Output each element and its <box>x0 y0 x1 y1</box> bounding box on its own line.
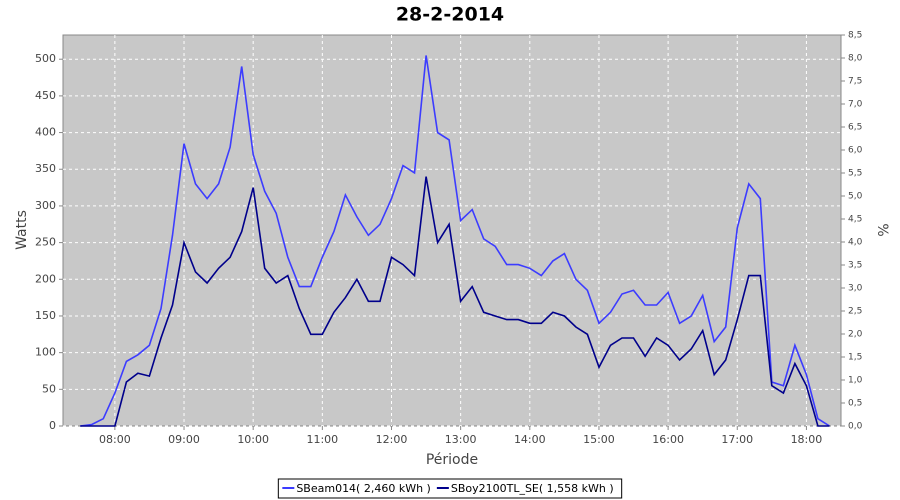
y-tick-label: 500 <box>35 52 56 65</box>
legend-label: SBoy2100TL_SE( 1,558 kWh ) <box>451 482 614 495</box>
y2-tick-label: 7,0 <box>848 100 863 110</box>
x-tick-label: 08:00 <box>99 433 131 446</box>
x-axis-label: Période <box>426 452 478 468</box>
y2-tick-label: 6,5 <box>848 123 862 133</box>
chart-title: 28-2-2014 <box>396 4 504 26</box>
y2-tick-label: 2,5 <box>848 307 862 317</box>
y2-tick-label: 0,0 <box>848 422 863 432</box>
x-tick-label: 14:00 <box>514 433 546 446</box>
x-tick-label: 15:00 <box>583 433 615 446</box>
y2-tick-label: 0,5 <box>848 399 862 409</box>
y2-tick-label: 4,0 <box>848 238 863 248</box>
y-tick-label: 100 <box>35 346 56 359</box>
y-tick-label: 350 <box>35 162 56 175</box>
x-tick-label: 09:00 <box>168 433 200 446</box>
legend: SBeam014( 2,460 kWh ) SBoy2100TL_SE( 1,55… <box>277 478 623 499</box>
y2-axis-label: % <box>874 223 890 236</box>
x-tick-label: 17:00 <box>721 433 753 446</box>
y2-tick-label: 6,0 <box>848 146 863 156</box>
y-tick-label: 300 <box>35 199 56 212</box>
series-line <box>80 176 830 427</box>
y2-tick-label: 5,0 <box>848 192 863 202</box>
y-tick-label: 0 <box>49 419 56 432</box>
x-tick-label: 10:00 <box>237 433 269 446</box>
y2-tick-label: 4,5 <box>848 215 862 225</box>
series-line <box>80 55 830 427</box>
x-tick-label: 18:00 <box>791 433 823 446</box>
y-tick-label: 250 <box>35 236 56 249</box>
y2-tick-label: 5,5 <box>848 169 862 179</box>
x-tick-label: 12:00 <box>376 433 408 446</box>
y2-tick-label: 7,5 <box>848 77 862 87</box>
y2-tick-label: 8,0 <box>848 54 863 64</box>
y-tick-label: 50 <box>42 382 56 395</box>
legend-label: SBeam014( 2,460 kWh ) <box>296 482 431 495</box>
y-axis-label: Watts <box>14 210 30 250</box>
x-tick-label: 11:00 <box>306 433 338 446</box>
y2-tick-label: 2,0 <box>848 330 863 340</box>
plot-area <box>62 34 842 427</box>
y-tick-label: 200 <box>35 272 56 285</box>
x-tick-label: 16:00 <box>652 433 684 446</box>
y2-tick-label: 1,5 <box>848 353 862 363</box>
y2-tick-label: 3,5 <box>848 261 862 271</box>
y2-tick-label: 1,0 <box>848 376 863 386</box>
y-tick-label: 450 <box>35 89 56 102</box>
x-tick-label: 13:00 <box>445 433 477 446</box>
y2-tick-label: 3,0 <box>848 284 863 294</box>
y2-tick-label: 8,5 <box>848 31 862 41</box>
legend-box <box>277 478 623 499</box>
y-tick-label: 400 <box>35 126 56 139</box>
y-tick-label: 150 <box>35 309 56 322</box>
